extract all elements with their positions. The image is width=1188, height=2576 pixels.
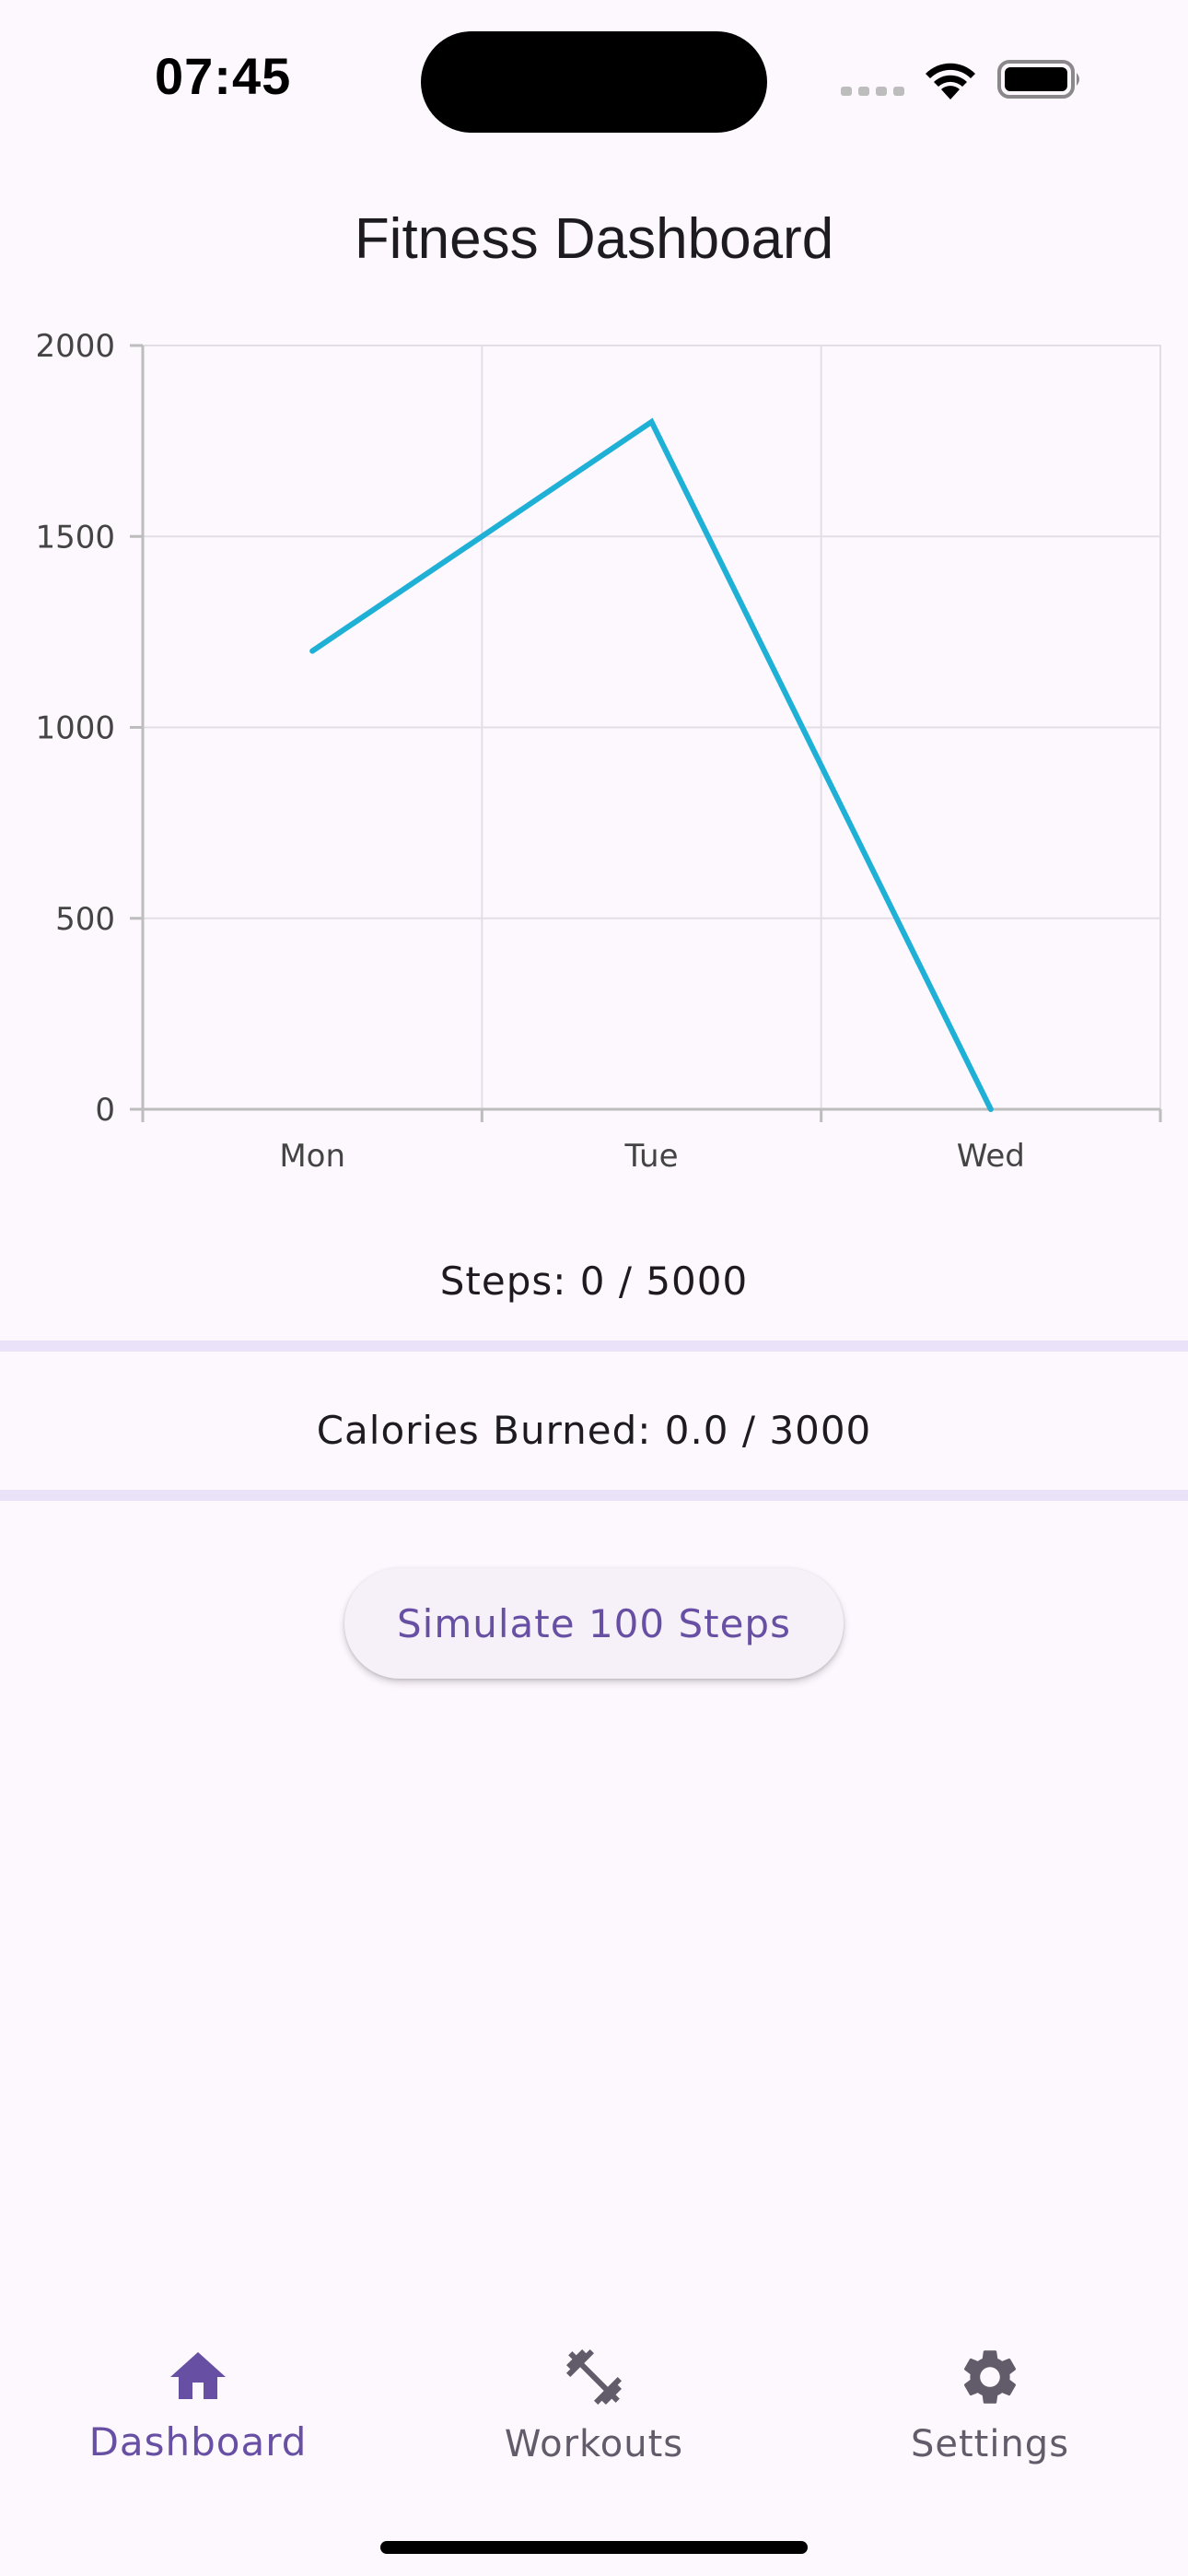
x-tick-label: Mon (279, 1138, 345, 1175)
home-indicator (380, 2541, 808, 2554)
nav-label-workouts: Workouts (504, 2423, 684, 2465)
y-tick-label: 1000 (35, 710, 115, 747)
simulate-steps-button[interactable]: Simulate 100 Steps (344, 1568, 844, 1679)
dynamic-island (421, 31, 767, 133)
y-tick-label: 0 (95, 1092, 115, 1129)
gear-icon (963, 2350, 1017, 2404)
x-tick-label: Wed (957, 1138, 1025, 1175)
series-line (309, 417, 994, 1112)
nav-label-dashboard: Dashboard (88, 2419, 308, 2465)
status-bar: 07:45 (0, 0, 1188, 147)
bottom-navigation-bar: Dashboard Workouts Settings (0, 2322, 1188, 2488)
x-tick-label: Tue (623, 1138, 678, 1175)
status-time: 07:45 (155, 47, 292, 105)
divider (0, 1490, 1188, 1501)
home-icon (170, 2352, 226, 2399)
divider (0, 1341, 1188, 1352)
steps-line-chart: 0 500 1000 1500 2000 Mon Tue Wed (0, 322, 1188, 1188)
chart-canvas: 0 500 1000 1500 2000 Mon Tue Wed (35, 328, 1162, 1175)
nav-item-dashboard[interactable]: Dashboard (0, 2322, 396, 2488)
page-title: Fitness Dashboard (354, 207, 834, 271)
cellular-signal-icon (841, 87, 904, 96)
steps-progress-text: Steps: 0 / 5000 (439, 1259, 749, 1304)
dumbbell-icon (566, 2349, 622, 2405)
nav-label-settings: Settings (910, 2423, 1070, 2465)
y-tick-label: 1500 (35, 519, 115, 556)
y-tick-label: 500 (55, 901, 115, 938)
y-tick-label: 2000 (35, 328, 115, 365)
nav-item-workouts[interactable]: Workouts (396, 2322, 792, 2488)
nav-item-settings[interactable]: Settings (792, 2322, 1188, 2488)
battery-icon (997, 60, 1079, 99)
calories-progress-text: Calories Burned: 0.0 / 3000 (316, 1408, 872, 1453)
wifi-icon (926, 63, 975, 100)
